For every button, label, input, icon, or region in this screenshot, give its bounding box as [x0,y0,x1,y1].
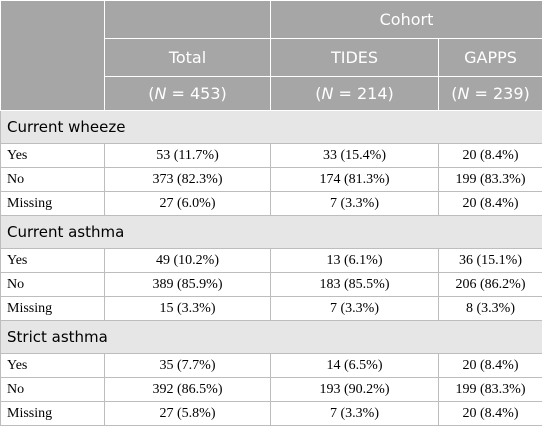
header-row: (N = 453) (N = 214) (N = 239) [1,76,542,111]
sample-size-part: ( [148,84,155,103]
cell: 20 (8.4%) [438,353,542,378]
section-title: Current wheeze [0,110,542,144]
cell: 8 (3.3%) [438,296,542,321]
column-header: TIDES [270,38,439,77]
cell: 27 (5.8%) [104,401,271,426]
row-label: Missing [0,296,105,321]
cell: 206 (86.2%) [438,272,542,297]
cell: 199 (83.3%) [438,167,542,192]
row-label: Yes [0,353,105,378]
section-title: Current asthma [0,215,542,249]
cell: 33 (15.4%) [270,143,439,168]
cell: 7 (3.3%) [270,191,439,216]
column-header: Total [104,38,271,77]
data-row: No 389 (85.9%) 183 (85.5%) 206 (86.2%) [0,272,542,297]
section-row: Strict asthma [0,320,542,354]
sample-size-part: ( [315,84,322,103]
sample-size-part: = 214) [333,84,394,103]
sample-size-part: N [457,84,470,103]
cell: 14 (6.5%) [270,353,439,378]
data-row: Yes 49 (10.2%) 13 (6.1%) 36 (15.1%) [0,248,542,273]
cell: 53 (11.7%) [104,143,271,168]
group-header: Cohort [270,0,542,39]
sample-size-part: = 239) [469,84,530,103]
cell: 193 (90.2%) [270,377,439,402]
sample-size-part: N [154,84,167,103]
cell: 20 (8.4%) [438,401,542,426]
cell: 13 (6.1%) [270,248,439,273]
cell: 7 (3.3%) [270,401,439,426]
section-row: Current asthma [0,215,542,249]
header-row: Total TIDES GAPPS [1,38,542,77]
cell: 183 (85.5%) [270,272,439,297]
sample-size: (N = 453) [104,76,271,111]
row-label: Yes [0,143,105,168]
cell: 20 (8.4%) [438,143,542,168]
header-stub [0,0,105,111]
cell: 20 (8.4%) [438,191,542,216]
cell: 199 (83.3%) [438,377,542,402]
cell: 49 (10.2%) [104,248,271,273]
cell: 27 (6.0%) [104,191,271,216]
cell: 15 (3.3%) [104,296,271,321]
sample-size-part: N [321,84,334,103]
sample-size: (N = 239) [438,76,542,111]
data-row: Missing 27 (5.8%) 7 (3.3%) 20 (8.4%) [0,401,542,426]
row-label: No [0,377,105,402]
sample-size: (N = 214) [270,76,439,111]
cell: 373 (82.3%) [104,167,271,192]
section-row: Current wheeze [0,110,542,144]
cell: 35 (7.7%) [104,353,271,378]
cell: 36 (15.1%) [438,248,542,273]
row-label: Missing [0,401,105,426]
row-label: No [0,167,105,192]
column-header: GAPPS [438,38,542,77]
sample-size-part: ( [451,84,458,103]
data-row: Missing 27 (6.0%) 7 (3.3%) 20 (8.4%) [0,191,542,216]
row-label: No [0,272,105,297]
section-title: Strict asthma [0,320,542,354]
cell: 174 (81.3%) [270,167,439,192]
header-empty [104,0,271,39]
data-row: Yes 35 (7.7%) 14 (6.5%) 20 (8.4%) [0,353,542,378]
data-row: Missing 15 (3.3%) 7 (3.3%) 8 (3.3%) [0,296,542,321]
row-label: Missing [0,191,105,216]
data-row: No 373 (82.3%) 174 (81.3%) 199 (83.3%) [0,167,542,192]
cell: 389 (85.9%) [104,272,271,297]
cell: 7 (3.3%) [270,296,439,321]
sample-size-part: = 453) [166,84,227,103]
cell: 392 (86.5%) [104,377,271,402]
data-row: Yes 53 (11.7%) 33 (15.4%) 20 (8.4%) [0,143,542,168]
data-row: No 392 (86.5%) 193 (90.2%) 199 (83.3%) [0,377,542,402]
row-label: Yes [0,248,105,273]
header-row: Cohort [0,0,542,111]
